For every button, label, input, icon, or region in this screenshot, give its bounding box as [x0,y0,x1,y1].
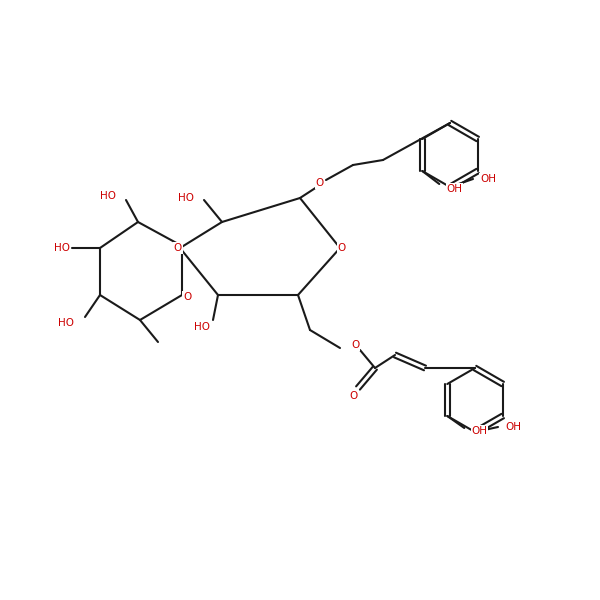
Text: OH: OH [471,426,487,436]
Text: HO: HO [100,191,116,201]
Text: O: O [316,178,324,188]
Text: O: O [338,243,346,253]
Text: HO: HO [58,318,74,328]
Text: HO: HO [54,243,70,253]
Text: O: O [351,340,359,350]
Text: O: O [174,243,182,253]
Text: O: O [183,292,191,302]
Text: O: O [349,391,357,401]
Text: HO: HO [194,322,210,332]
Text: HO: HO [178,193,194,203]
Text: OH: OH [480,174,496,184]
Text: OH: OH [505,422,521,432]
Text: OH: OH [446,184,462,194]
